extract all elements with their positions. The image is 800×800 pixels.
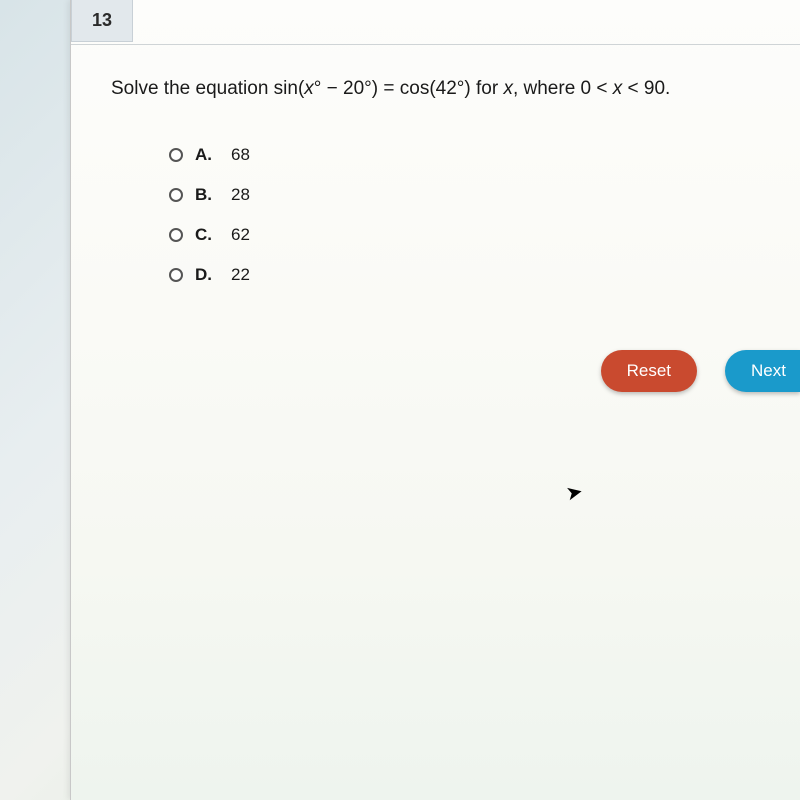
action-buttons: Reset Next [601, 350, 800, 392]
question-card: 13 Solve the equation sin(x° − 20°) = co… [70, 0, 800, 800]
reset-button-label: Reset [627, 361, 671, 381]
choice-value: 28 [231, 185, 250, 205]
answer-choice[interactable]: C. 62 [169, 215, 250, 255]
choice-value: 68 [231, 145, 250, 165]
question-number-tab: 13 [71, 0, 133, 42]
header-divider [71, 44, 800, 45]
answer-choice-list: A. 68 B. 28 C. 62 D. 22 [169, 135, 250, 295]
next-button-label: Next [751, 361, 786, 381]
choice-letter: C. [195, 225, 221, 245]
choice-value: 22 [231, 265, 250, 285]
radio-icon[interactable] [169, 268, 183, 282]
radio-icon[interactable] [169, 228, 183, 242]
reset-button[interactable]: Reset [601, 350, 697, 392]
radio-icon[interactable] [169, 188, 183, 202]
radio-icon[interactable] [169, 148, 183, 162]
answer-choice[interactable]: D. 22 [169, 255, 250, 295]
cursor-icon: ➤ [564, 479, 586, 507]
question-number: 13 [92, 10, 112, 31]
choice-value: 62 [231, 225, 250, 245]
choice-letter: D. [195, 265, 221, 285]
next-button[interactable]: Next [725, 350, 800, 392]
question-text: Solve the equation sin(x° − 20°) = cos(4… [111, 78, 770, 100]
choice-letter: B. [195, 185, 221, 205]
answer-choice[interactable]: B. 28 [169, 175, 250, 215]
choice-letter: A. [195, 145, 221, 165]
answer-choice[interactable]: A. 68 [169, 135, 250, 175]
